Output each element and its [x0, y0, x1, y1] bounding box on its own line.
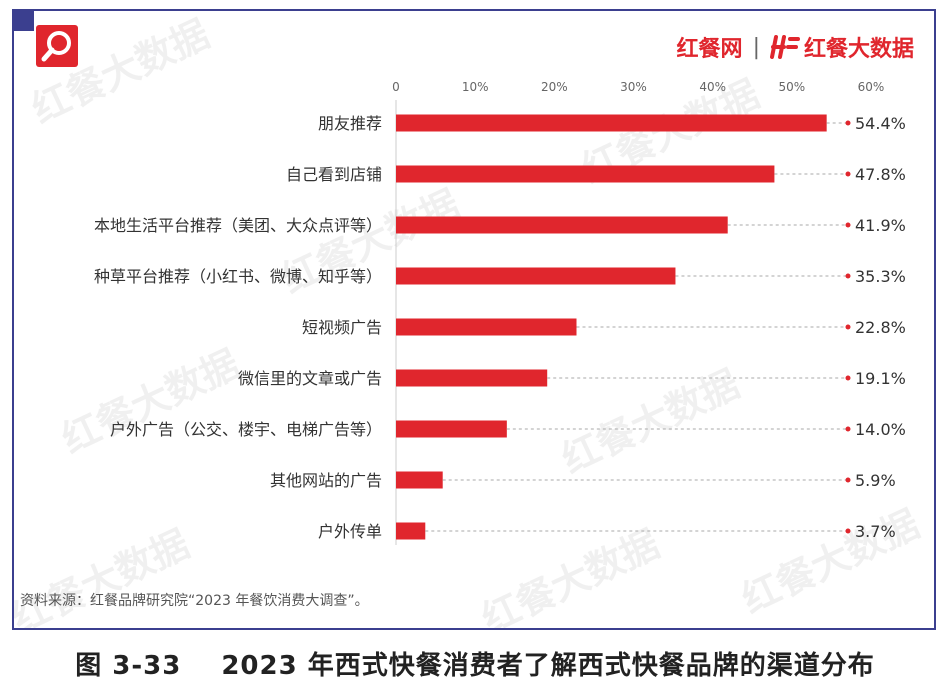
brand-header: 红餐网 | 红餐大数据	[677, 31, 914, 63]
bar	[396, 114, 827, 132]
x-tick-label: 60%	[858, 80, 885, 94]
value-label: 35.3%	[855, 267, 906, 286]
value-label: 5.9%	[855, 471, 896, 490]
source-note: 资料来源：红餐品牌研究院“2023 年餐饮消费大调查”。	[20, 593, 369, 609]
value-dot	[845, 222, 851, 228]
bar	[396, 165, 775, 183]
value-dot	[845, 426, 851, 432]
search-icon	[36, 25, 78, 67]
figure-number: 图 3-33	[75, 651, 182, 681]
bar	[396, 522, 426, 540]
value-dot	[845, 477, 851, 483]
brand-logo: 红餐网	[676, 37, 743, 62]
value-label: 22.8%	[855, 318, 906, 337]
bar	[396, 216, 728, 234]
value-dot	[845, 120, 851, 126]
figure-title: 2023 年西式快餐消费者了解西式快餐品牌的渠道分布	[221, 651, 875, 681]
frame-corner	[14, 11, 34, 31]
x-tick-label: 40%	[699, 80, 726, 94]
value-dot	[845, 324, 851, 330]
category-label: 种草平台推荐（小红书、微博、知乎等）	[94, 267, 382, 286]
bar	[396, 471, 443, 489]
category-label: 户外广告（公交、楼宇、电梯广告等）	[110, 420, 382, 439]
x-tick-label: 50%	[778, 80, 805, 94]
value-label: 19.1%	[855, 369, 906, 388]
value-label: 14.0%	[855, 420, 906, 439]
brand-separator: |	[752, 34, 760, 60]
bar	[396, 318, 577, 336]
value-dot	[845, 528, 851, 534]
value-dot	[845, 171, 851, 177]
category-label: 朋友推荐	[318, 114, 382, 133]
category-label: 短视频广告	[302, 318, 382, 337]
bar	[396, 267, 676, 285]
bar	[396, 420, 507, 438]
value-label: 47.8%	[855, 165, 906, 184]
category-label: 其他网站的广告	[270, 471, 382, 490]
data-brand-logo: 红餐大数据	[769, 31, 914, 63]
value-label: 41.9%	[855, 216, 906, 235]
x-tick-label: 20%	[541, 80, 568, 94]
bar	[396, 369, 548, 387]
figure-caption: 图 3-33 2023 年西式快餐消费者了解西式快餐品牌的渠道分布	[0, 645, 950, 682]
value-label: 54.4%	[855, 114, 906, 133]
value-dot	[845, 273, 851, 279]
x-tick-label: 0	[392, 80, 400, 94]
category-label: 本地生活平台推荐（美团、大众点评等）	[94, 216, 382, 235]
value-label: 3.7%	[855, 522, 896, 541]
x-tick-label: 30%	[620, 80, 647, 94]
value-dot	[845, 375, 851, 381]
category-label: 户外传单	[318, 522, 382, 541]
bar-chart: 0 10% 20% 30% 40% 50% 60% 朋友推荐 54.4% 自己看到店铺 47.8% 本…	[94, 80, 906, 545]
category-label: 微信里的文章或广告	[238, 369, 382, 388]
h-logo-icon	[769, 35, 800, 59]
x-tick-label: 10%	[462, 80, 489, 94]
data-brand-text: 红餐大数据	[803, 37, 914, 62]
category-label: 自己看到店铺	[286, 165, 382, 184]
